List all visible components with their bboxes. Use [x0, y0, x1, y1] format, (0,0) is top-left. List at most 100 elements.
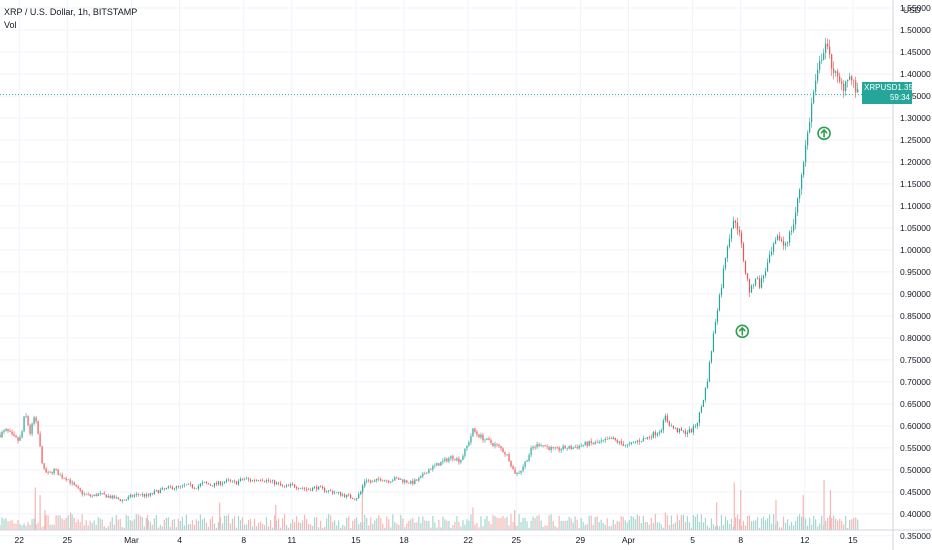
- candle-body: [123, 500, 125, 501]
- volume-bar: [237, 516, 240, 530]
- candle-body: [37, 421, 39, 434]
- candle-body: [183, 485, 185, 486]
- volume-spike: [716, 502, 718, 530]
- candle-body: [734, 220, 737, 223]
- symbol-title[interactable]: XRP / U.S. Dollar, 1h, BITSTAMP: [4, 7, 138, 17]
- volume-bar: [686, 516, 688, 530]
- volume-spike: [34, 487, 36, 530]
- price-tick-label: 1.25000: [900, 135, 931, 145]
- candle-body: [384, 480, 386, 482]
- volume-bar: [534, 518, 536, 530]
- time-tick-label: 12: [800, 535, 810, 545]
- volume-bar: [45, 515, 47, 530]
- volume-bar: [851, 519, 853, 530]
- volume-bar: [181, 516, 183, 530]
- candle-body: [147, 494, 149, 496]
- volume-bar: [500, 517, 502, 530]
- candle-body: [686, 432, 688, 435]
- candle-body: [107, 496, 109, 498]
- volume-bar: [289, 523, 292, 530]
- volume-bar: [476, 523, 478, 530]
- volume-bar: [322, 527, 324, 530]
- candle-body: [805, 145, 807, 163]
- candle-body: [845, 81, 847, 92]
- candle-body: [103, 493, 105, 495]
- volume-bar: [730, 518, 733, 530]
- volume-bar: [77, 519, 79, 530]
- candle-body: [396, 477, 398, 479]
- candle-body: [504, 452, 506, 455]
- candle-body: [267, 480, 270, 482]
- candle-body: [336, 492, 338, 494]
- volume-bar: [504, 518, 506, 530]
- volume-bar: [634, 519, 636, 530]
- volume-bar: [560, 521, 562, 530]
- candle-body: [855, 80, 857, 93]
- candle-body: [522, 466, 524, 471]
- candle-body: [782, 240, 785, 246]
- volume-bar: [460, 526, 462, 530]
- candle-body: [694, 425, 697, 427]
- candle-body: [678, 428, 680, 433]
- price-axis[interactable]: 1.55000 1.50000 1.45000 1.40000 1.35000 1.300…: [900, 3, 931, 541]
- volume-bar: [215, 527, 218, 530]
- candle-body: [748, 279, 751, 293]
- volume-bar: [285, 524, 288, 530]
- candle-body: [829, 46, 831, 55]
- volume-bar: [328, 514, 330, 530]
- volume-bar: [520, 522, 522, 530]
- volume-bar: [740, 525, 743, 530]
- candle-body: [410, 480, 412, 484]
- candle-body: [600, 440, 602, 442]
- volume-bar: [27, 522, 29, 530]
- candle-body: [41, 446, 43, 464]
- volume-bar: [35, 524, 37, 530]
- volume-bar: [464, 524, 466, 530]
- candle-body: [420, 476, 422, 479]
- volume-bar: [360, 522, 362, 530]
- idea-arrow-up-icon[interactable]: [735, 324, 750, 339]
- candle-body: [229, 479, 232, 481]
- volume-bar: [678, 520, 680, 530]
- volume-bar: [205, 522, 208, 530]
- candle-body: [506, 454, 508, 455]
- time-tick-label: 5: [690, 535, 695, 545]
- candle-body: [257, 479, 260, 481]
- volume-spike: [514, 510, 516, 530]
- volume-bar: [255, 526, 258, 530]
- volume-bar: [748, 515, 751, 530]
- volume-bar: [734, 517, 737, 530]
- candle-body: [618, 441, 620, 443]
- idea-arrow-up-icon[interactable]: [817, 126, 831, 141]
- chart-legend[interactable]: XRP / U.S. Dollar, 1h, BITSTAMP Vol: [4, 6, 137, 32]
- volume-bar: [15, 523, 17, 530]
- volume-indicator-label[interactable]: Vol: [4, 20, 17, 30]
- candle-body: [225, 479, 228, 482]
- volume-bar: [342, 525, 344, 530]
- volume-bar: [229, 523, 232, 530]
- volume-bar: [3, 519, 5, 530]
- time-axis[interactable]: 22 25 Mar 4 8 11 15 18 22 25 29 Apr 5 8 12 15: [15, 535, 858, 545]
- volume-bar: [714, 526, 717, 530]
- candle-body: [23, 416, 25, 432]
- volume-bar: [532, 516, 534, 530]
- candle-body: [482, 434, 484, 441]
- volume-bar: [792, 525, 795, 530]
- volume-bar: [121, 526, 123, 530]
- volume-bar: [412, 517, 414, 530]
- candle-body: [49, 471, 51, 473]
- candle-body: [213, 482, 216, 487]
- candle-body: [825, 43, 827, 54]
- price-tick-label: 1.35000: [900, 91, 931, 101]
- idea-markers[interactable]: [735, 126, 831, 339]
- candle-body: [376, 478, 378, 481]
- candle-body: [819, 60, 821, 70]
- candle-body: [634, 441, 636, 443]
- volume-bar: [141, 516, 143, 530]
- volume-bar: [165, 517, 167, 530]
- last-price-tag: XRPUSD 1.35318 59:34: [862, 82, 926, 104]
- volume-bar: [338, 520, 340, 530]
- candle-body: [458, 458, 460, 463]
- candle-body: [43, 463, 45, 469]
